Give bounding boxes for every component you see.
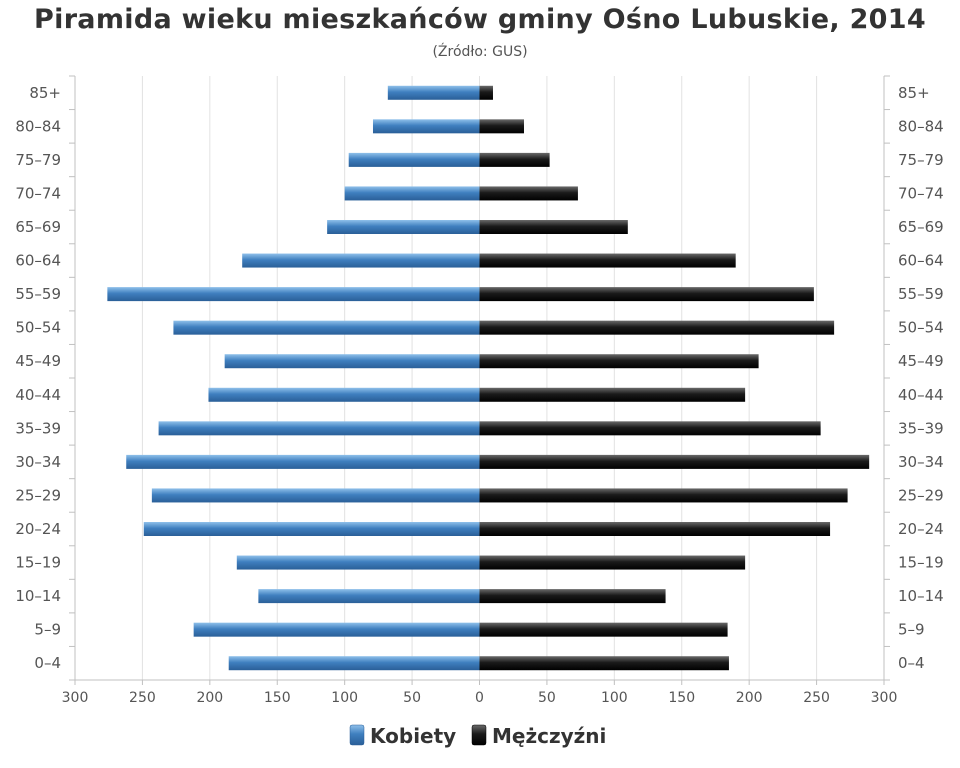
bar-male	[479, 152, 550, 167]
bar-male	[479, 656, 729, 671]
bar-male	[479, 287, 814, 302]
y-tick-label-right: 80–84	[898, 117, 944, 135]
bar-female	[158, 421, 480, 436]
y-tick-label-left: 40–44	[15, 386, 61, 404]
x-tick-label: 50	[538, 690, 556, 706]
legend-label: Kobiety	[370, 724, 456, 748]
y-tick-label-right: 35–39	[898, 419, 944, 437]
bar-male	[479, 119, 524, 134]
y-tick-label-right: 0–4	[898, 654, 925, 672]
bar-male	[479, 354, 759, 369]
y-tick-label-left: 5–9	[34, 621, 61, 639]
bar-male	[479, 488, 848, 503]
y-tick-label-left: 25–29	[15, 486, 61, 504]
x-tick-label: 150	[668, 690, 695, 706]
x-tick-label: 250	[129, 690, 156, 706]
bar-female	[143, 522, 480, 536]
y-tick-label-left: 0–4	[34, 654, 61, 672]
x-tick-label: 0	[475, 690, 484, 706]
x-tick-label: 200	[736, 690, 763, 706]
y-tick-label-left: 20–24	[15, 520, 61, 538]
bar-male	[479, 454, 870, 469]
y-tick-label-right: 30–34	[898, 453, 944, 471]
y-tick-label-left: 35–39	[15, 419, 61, 437]
y-tick-label-right: 55–59	[898, 285, 944, 303]
bar-female	[327, 220, 480, 234]
y-tick-label-left: 10–14	[15, 587, 61, 605]
x-tick-label: 300	[871, 690, 898, 706]
bar-female	[107, 287, 480, 302]
y-tick-label-right: 50–54	[898, 319, 944, 337]
bar-male	[479, 522, 831, 536]
bar-male	[479, 220, 628, 234]
bar-male	[479, 622, 728, 637]
bar-male	[479, 253, 736, 268]
y-tick-label-right: 15–19	[898, 554, 944, 572]
legend-label: Mężczyźni	[492, 724, 606, 748]
bar-female	[208, 387, 480, 402]
bar-male	[479, 555, 746, 570]
legend-swatch	[471, 724, 487, 746]
y-tick-label-left: 80–84	[15, 117, 61, 135]
x-tick-labels: 300 250 200 150 100 50 0 50 100 150 200 250 300	[62, 690, 898, 706]
bar-male	[479, 186, 578, 201]
bar-female	[348, 152, 480, 167]
y-tick-label-right: 20–24	[898, 520, 944, 538]
chart-subtitle: (Źródło: GUS)	[432, 44, 528, 60]
bar-female	[193, 622, 480, 637]
x-tick-label: 50	[403, 690, 421, 706]
y-tick-label-left: 15–19	[15, 554, 61, 572]
y-tick-label-left: 30–34	[15, 453, 61, 471]
x-tick-label: 100	[601, 690, 628, 706]
bar-male	[479, 320, 835, 335]
bar-female	[387, 85, 480, 100]
y-tick-label-left: 70–74	[15, 184, 61, 202]
bar-female	[372, 119, 480, 134]
bar-female	[242, 253, 480, 268]
bar-male	[479, 85, 493, 100]
y-tick-label-left: 55–59	[15, 285, 61, 303]
y-tick-label-left: 45–49	[15, 352, 61, 370]
bar-female	[173, 320, 480, 335]
legend[interactable]: Kobiety Mężczyźni	[349, 724, 606, 748]
y-tick-label-right: 25–29	[898, 486, 944, 504]
bar-male	[479, 589, 666, 604]
y-tick-label-left: 85+	[29, 84, 61, 102]
bar-female	[344, 186, 480, 201]
bar-female	[228, 656, 480, 671]
bar-male	[479, 387, 746, 402]
bar-female	[224, 354, 480, 369]
y-tick-label-right: 60–64	[898, 252, 944, 270]
y-tick-label-right: 5–9	[898, 621, 925, 639]
bar-female	[236, 555, 480, 570]
legend-item[interactable]: Mężczyźni	[471, 724, 606, 748]
legend-swatch	[349, 724, 365, 746]
y-tick-label-right: 10–14	[898, 587, 944, 605]
x-tick-label: 150	[264, 690, 291, 706]
chart-title: Piramida wieku mieszkańców gminy Ośno Lu…	[34, 4, 926, 35]
axes	[69, 75, 890, 685]
y-tick-label-right: 65–69	[898, 218, 944, 236]
bars	[107, 85, 870, 671]
y-tick-labels: 85+ 85+ 80–84 80–84 75–79 75–79 70–74 70–74 65–6…	[15, 84, 943, 672]
y-tick-label-left: 50–54	[15, 319, 61, 337]
x-tick-label: 300	[62, 690, 89, 706]
legend-item[interactable]: Kobiety	[349, 724, 456, 748]
y-tick-label-right: 45–49	[898, 352, 944, 370]
x-tick-label: 100	[331, 690, 358, 706]
y-tick-label-left: 65–69	[15, 218, 61, 236]
y-tick-label-right: 75–79	[898, 151, 944, 169]
y-tick-label-left: 75–79	[15, 151, 61, 169]
x-tick-label: 250	[803, 690, 830, 706]
y-tick-label-right: 85+	[898, 84, 930, 102]
bar-female	[258, 589, 480, 604]
y-tick-label-left: 60–64	[15, 252, 61, 270]
x-tick-label: 200	[196, 690, 223, 706]
y-tick-label-right: 40–44	[898, 386, 944, 404]
bar-female	[151, 488, 480, 503]
bar-female	[126, 454, 480, 469]
y-tick-label-right: 70–74	[898, 184, 944, 202]
bar-male	[479, 421, 821, 436]
